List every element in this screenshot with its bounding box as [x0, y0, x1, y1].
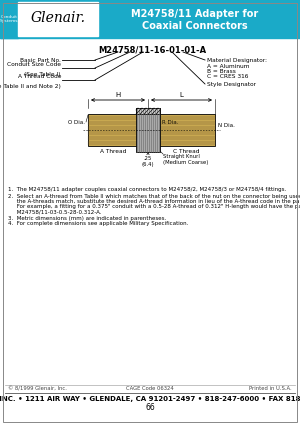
Text: M24758/11 Adapter for: M24758/11 Adapter for	[131, 9, 259, 20]
Bar	[158, 114, 215, 146]
Text: the A-threads match, substitute the desired A-thread information in lieu of the : the A-threads match, substitute the desi…	[8, 199, 300, 204]
Text: Style Designator: Style Designator	[207, 82, 256, 87]
Bar	[136, 108, 160, 114]
Text: 1.  The M24758/11 adapter couples coaxial connectors to M24758/2, M24758/3 or M2: 1. The M24758/11 adapter couples coaxial…	[8, 187, 286, 192]
Text: (See Table II and Note 2): (See Table II and Note 2)	[0, 84, 61, 89]
Text: Basic Part No.: Basic Part No.	[20, 57, 61, 62]
Text: (See Table I): (See Table I)	[24, 72, 61, 77]
Text: C Thread: C Thread	[173, 149, 200, 154]
Text: © 8/1999 Glenair, Inc.: © 8/1999 Glenair, Inc.	[8, 386, 67, 391]
Text: 4.  For complete dimensions see applicable Military Specification.: 4. For complete dimensions see applicabl…	[8, 221, 188, 226]
Text: B = Brass: B = Brass	[207, 68, 236, 74]
Text: 2.  Select an A-thread from Table II which matches that of the back of the nut o: 2. Select an A-thread from Table II whic…	[8, 194, 300, 199]
Text: Conduit
Systems: Conduit Systems	[0, 15, 18, 23]
Text: Material Designator:: Material Designator:	[207, 57, 267, 62]
Text: M24758/11-03-0.5-28-0.312-A.: M24758/11-03-0.5-28-0.312-A.	[8, 209, 101, 214]
Text: For example, a fitting for a 0.375" conduit with a 0.5-28 A-thread of 0.312" H-l: For example, a fitting for a 0.375" cond…	[8, 204, 300, 209]
Text: 3.  Metric dimensions (mm) are indicated in parentheses.: 3. Metric dimensions (mm) are indicated …	[8, 216, 166, 221]
Bar	[18, 2, 98, 36]
Text: 66: 66	[145, 402, 155, 411]
Bar	[136, 108, 160, 152]
Text: CAGE Code 06324: CAGE Code 06324	[126, 386, 174, 391]
Bar	[0, 0, 18, 38]
Text: C = CRES 316: C = CRES 316	[207, 74, 248, 79]
Bar	[88, 114, 138, 146]
Text: N Dia.: N Dia.	[218, 122, 235, 128]
Text: Straight Knurl
(Medium Coarse): Straight Knurl (Medium Coarse)	[163, 154, 208, 165]
Text: R Dia.: R Dia.	[162, 119, 178, 125]
Text: A = Aluminum: A = Aluminum	[207, 63, 250, 68]
Text: O Dia.: O Dia.	[68, 119, 85, 125]
Text: Conduit Size Code: Conduit Size Code	[7, 62, 61, 67]
Text: .25
(6.4): .25 (6.4)	[142, 156, 154, 167]
Text: GLENAIR, INC. • 1211 AIR WAY • GLENDALE, CA 91201-2497 • 818-247-6000 • FAX 818-: GLENAIR, INC. • 1211 AIR WAY • GLENDALE,…	[0, 396, 300, 402]
Text: Glenair.: Glenair.	[31, 11, 86, 25]
Bar	[0, 0, 300, 38]
Text: A Thread: A Thread	[100, 149, 126, 154]
Text: Coaxial Connectors: Coaxial Connectors	[142, 21, 248, 31]
Text: M24758/11-16-01-01-A: M24758/11-16-01-01-A	[98, 45, 206, 54]
Text: A Thread Code: A Thread Code	[17, 74, 61, 79]
Text: L: L	[180, 92, 183, 98]
Text: H: H	[116, 92, 121, 98]
Text: Printed in U.S.A.: Printed in U.S.A.	[249, 386, 292, 391]
